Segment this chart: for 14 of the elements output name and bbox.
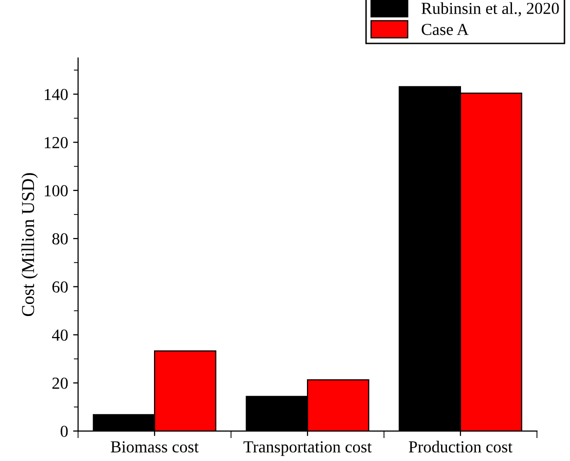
legend-label: Rubinsin et al., 2020 [422, 2, 559, 16]
y-tick-label: 100 [44, 185, 68, 196]
y-tick-label: 40 [52, 329, 68, 341]
y-tick-label: 80 [52, 233, 68, 244]
y-tick-label: 120 [44, 137, 68, 148]
y-tick-label: 140 [44, 88, 68, 100]
x-tick-label: Production cost [408, 440, 512, 452]
legend-label: Case A [422, 24, 469, 36]
y-tick-label: 60 [52, 281, 68, 293]
x-tick-label: Biomass cost [110, 441, 199, 452]
y-axis-title: Cost (Million USD) [21, 173, 38, 316]
x-tick-label: Transportation cost [244, 441, 372, 456]
y-tick-label: 0 [60, 426, 68, 437]
y-tick-label: 20 [52, 378, 68, 389]
